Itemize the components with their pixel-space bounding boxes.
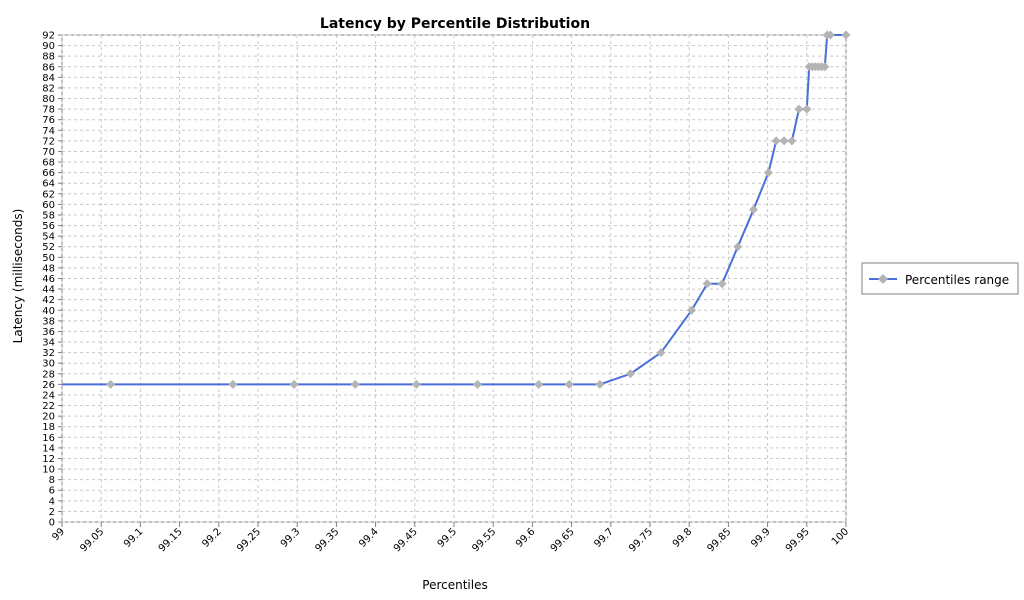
y-tick-label: 38 [42,316,55,327]
y-tick-label: 78 [42,105,55,116]
y-tick-label: 24 [42,390,55,401]
legend-label: Percentiles range [905,273,1009,287]
y-tick-label: 4 [49,496,55,507]
y-tick-label: 26 [42,380,55,391]
y-tick-label: 54 [42,232,55,243]
grid-lines [61,34,847,523]
data-point [748,205,758,215]
y-tick-label: 42 [42,295,55,306]
y-tick-label: 82 [42,83,55,94]
y-tick-label: 12 [42,454,55,465]
y-axis-title: Latency (milliseconds) [11,209,25,344]
y-tick-label: 60 [42,200,55,211]
y-tick-label: 22 [42,401,55,412]
y-tick-label: 28 [42,369,55,380]
y-tick-label: 80 [42,94,55,105]
data-point [228,379,238,389]
data-point [841,30,851,40]
y-tick-label: 2 [49,507,55,518]
data-point [717,279,727,289]
data-point [763,168,773,178]
data-point [625,369,635,379]
y-tick-label: 32 [42,348,55,359]
y-tick-label: 90 [42,41,55,52]
y-tick-label: 36 [42,327,55,338]
y-tick-label: 58 [42,210,55,221]
data-point [687,305,697,315]
y-tick-label: 84 [42,73,55,84]
data-point [350,379,360,389]
y-tick-label: 34 [42,338,55,349]
data-point [411,379,421,389]
y-tick-label: 30 [42,359,55,370]
data-point [802,104,812,114]
y-tick-label: 52 [42,242,55,253]
y-tick-label: 18 [42,422,55,433]
y-tick-label: 76 [42,115,55,126]
y-tick-label: 50 [42,253,55,264]
y-tick-label: 56 [42,221,55,232]
x-axis-title: Percentiles [422,578,487,592]
y-tick-label: 10 [42,465,55,476]
y-tick-label: 16 [42,433,55,444]
data-point [534,379,544,389]
y-tick-label: 8 [49,475,55,486]
legend-marker-swatch [878,274,888,284]
data-point [702,279,712,289]
y-tick-label: 48 [42,263,55,274]
y-tick-label: 66 [42,168,55,179]
y-tick-label: 92 [42,31,55,42]
data-point [825,30,835,40]
y-tick-label: 88 [42,52,55,63]
legend: Percentiles range [861,262,1019,295]
y-tick-label: 40 [42,306,55,317]
data-point [771,136,781,146]
data-point [564,379,574,389]
y-tick-label: 72 [42,136,55,147]
data-point [794,104,804,114]
data-point [289,379,299,389]
y-tick-label: 20 [42,412,55,423]
y-tick-label: 6 [49,486,55,497]
y-tick-label: 64 [42,179,55,190]
data-point [733,242,743,252]
y-tick-label: 0 [49,518,55,529]
data-point [779,136,789,146]
y-tick-label: 44 [42,285,55,296]
data-point [473,379,483,389]
y-tick-label: 46 [42,274,55,285]
data-point [820,62,830,72]
series-layer [62,30,851,389]
y-tick-label: 70 [42,147,55,158]
y-tick-label: 68 [42,158,55,169]
data-point [595,379,605,389]
data-point [656,348,666,358]
chart-title: Latency by Percentile Distribution [320,16,590,32]
y-tick-label: 86 [42,62,55,73]
y-tick-label: 14 [42,443,55,454]
data-point [106,379,116,389]
y-tick-label: 74 [42,126,55,137]
data-point [787,136,797,146]
y-tick-label: 62 [42,189,55,200]
